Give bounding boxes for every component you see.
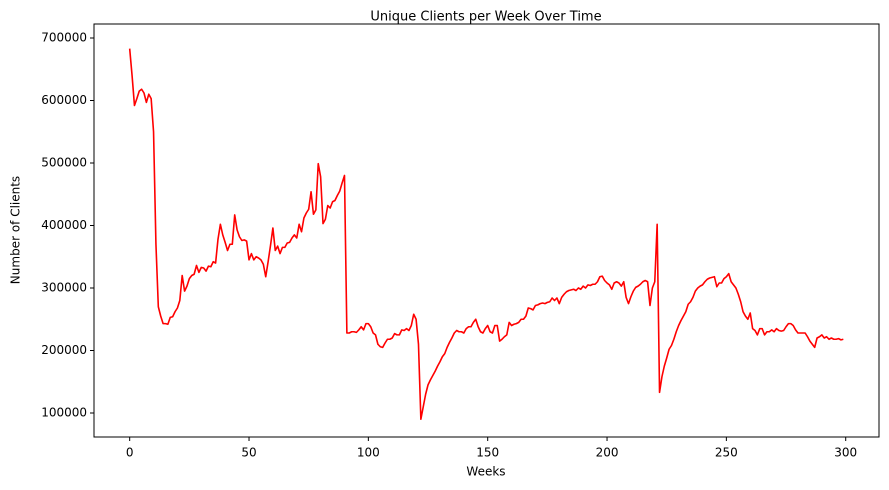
data-line: [128, 48, 844, 421]
x-tick-label: 200: [596, 446, 619, 460]
x-tick-label: 0: [126, 446, 134, 460]
y-tick-label: 700000: [41, 31, 87, 45]
chart-title: Unique Clients per Week Over Time: [370, 10, 601, 25]
x-tick-label: 300: [834, 446, 857, 460]
x-axis-label: Weeks: [466, 465, 505, 479]
y-tick-label: 100000: [41, 406, 87, 420]
x-tick-label: 250: [715, 446, 738, 460]
x-tick-label: 150: [476, 446, 499, 460]
x-tick-label: 50: [241, 446, 256, 460]
y-tick-label: 300000: [41, 281, 87, 295]
y-tick-label: 400000: [41, 218, 87, 232]
y-axis-label: Number of Clients: [9, 176, 23, 284]
y-tick-label: 600000: [41, 93, 87, 107]
y-tick-label: 200000: [41, 343, 87, 357]
plot-frame: [93, 23, 880, 438]
y-tick-label: 500000: [41, 156, 87, 170]
x-tick-label: 100: [357, 446, 380, 460]
